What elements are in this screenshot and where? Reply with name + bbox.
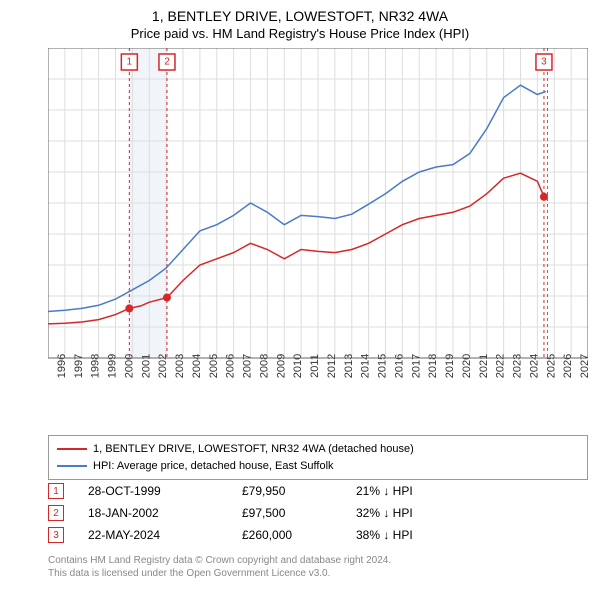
legend-label: HPI: Average price, detached house, East… xyxy=(93,458,334,475)
series-hpi xyxy=(48,85,546,311)
legend-label: 1, BENTLEY DRIVE, LOWESTOFT, NR32 4WA (d… xyxy=(93,441,414,458)
x-tick-label: 2005 xyxy=(208,354,220,378)
chart-area: £0£50K£100K£150K£200K£250K£300K£350K£400… xyxy=(48,48,588,398)
sale-marker: 1 xyxy=(48,483,64,499)
sale-marker: 2 xyxy=(48,505,64,521)
sale-diff: 38% ↓ HPI xyxy=(356,528,466,542)
x-tick-label: 2000 xyxy=(123,354,135,378)
x-tick-label: 2019 xyxy=(444,354,456,378)
sale-dot xyxy=(540,193,548,201)
x-tick-label: 2022 xyxy=(495,354,507,378)
x-tick-label: 2021 xyxy=(478,354,490,378)
chart-marker-num: 1 xyxy=(127,57,133,68)
sale-diff: 32% ↓ HPI xyxy=(356,506,466,520)
x-tick-label: 2018 xyxy=(427,354,439,378)
sale-dot xyxy=(163,294,171,302)
sale-date: 18-JAN-2002 xyxy=(88,506,218,520)
x-tick-label: 2024 xyxy=(528,354,540,378)
x-tick-label: 2025 xyxy=(545,354,557,378)
attribution: Contains HM Land Registry data © Crown c… xyxy=(48,554,588,580)
x-tick-label: 2015 xyxy=(377,354,389,378)
x-tick-label: 1997 xyxy=(73,354,85,378)
legend-item: HPI: Average price, detached house, East… xyxy=(57,458,579,475)
x-tick-label: 1999 xyxy=(107,354,119,378)
sale-diff: 21% ↓ HPI xyxy=(356,484,466,498)
legend-swatch xyxy=(57,448,87,450)
x-tick-label: 1996 xyxy=(56,354,68,378)
x-tick-label: 2003 xyxy=(174,354,186,378)
sale-row: 2 18-JAN-2002 £97,500 32% ↓ HPI xyxy=(48,502,588,524)
chart-marker-num: 2 xyxy=(164,57,170,68)
sales-table: 1 28-OCT-1999 £79,950 21% ↓ HPI 2 18-JAN-2002… xyxy=(48,480,588,546)
x-tick-label: 2002 xyxy=(157,354,169,378)
legend-item: 1, BENTLEY DRIVE, LOWESTOFT, NR32 4WA (d… xyxy=(57,441,579,458)
x-tick-label: 2017 xyxy=(410,354,422,378)
attribution-line1: Contains HM Land Registry data © Crown c… xyxy=(48,554,588,567)
x-tick-label: 2014 xyxy=(360,354,372,378)
chart-title: 1, BENTLEY DRIVE, LOWESTOFT, NR32 4WA xyxy=(0,8,600,24)
legend: 1, BENTLEY DRIVE, LOWESTOFT, NR32 4WA (d… xyxy=(48,435,588,480)
x-tick-label: 2001 xyxy=(140,354,152,378)
chart-subtitle: Price paid vs. HM Land Registry's House … xyxy=(0,26,600,41)
sale-date: 28-OCT-1999 xyxy=(88,484,218,498)
sale-dot xyxy=(125,304,133,312)
x-tick-label: 2027 xyxy=(579,354,588,378)
x-tick-label: 2009 xyxy=(275,354,287,378)
x-tick-label: 1998 xyxy=(90,354,102,378)
chart-marker-num: 3 xyxy=(541,57,547,68)
x-tick-label: 2026 xyxy=(562,354,574,378)
x-tick-label: 2020 xyxy=(461,354,473,378)
x-tick-label: 2007 xyxy=(242,354,254,378)
sale-date: 22-MAY-2024 xyxy=(88,528,218,542)
x-tick-label: 2004 xyxy=(191,354,203,378)
sale-price: £79,950 xyxy=(242,484,332,498)
x-tick-label: 2010 xyxy=(292,354,304,378)
x-tick-label: 2012 xyxy=(326,354,338,378)
attribution-line2: This data is licensed under the Open Gov… xyxy=(48,567,588,580)
sale-price: £260,000 xyxy=(242,528,332,542)
line-chart: £0£50K£100K£150K£200K£250K£300K£350K£400… xyxy=(48,48,588,398)
sale-row: 3 22-MAY-2024 £260,000 38% ↓ HPI xyxy=(48,524,588,546)
x-tick-label: 2016 xyxy=(393,354,405,378)
x-tick-label: 2013 xyxy=(343,354,355,378)
x-tick-label: 2023 xyxy=(512,354,524,378)
x-tick-label: 2008 xyxy=(258,354,270,378)
sale-row: 1 28-OCT-1999 £79,950 21% ↓ HPI xyxy=(48,480,588,502)
sale-price: £97,500 xyxy=(242,506,332,520)
x-tick-label: 2006 xyxy=(225,354,237,378)
sale-marker: 3 xyxy=(48,527,64,543)
legend-swatch xyxy=(57,465,87,467)
